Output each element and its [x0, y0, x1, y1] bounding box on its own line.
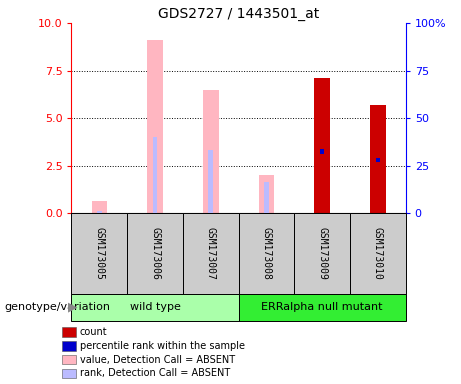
Text: value, Detection Call = ABSENT: value, Detection Call = ABSENT	[80, 354, 235, 365]
Bar	[97, 211, 101, 213]
Bar	[71, 213, 127, 294]
Text: GSM173005: GSM173005	[95, 227, 104, 280]
Bar	[259, 175, 274, 213]
Bar	[147, 40, 163, 213]
Bar	[71, 294, 239, 321]
Text: wild type: wild type	[130, 302, 180, 312]
Text: GSM173008: GSM173008	[261, 227, 272, 280]
Bar	[238, 213, 294, 294]
Bar	[203, 89, 219, 213]
Text: GSM173007: GSM173007	[206, 227, 216, 280]
Bar	[350, 213, 406, 294]
Bar	[153, 137, 157, 213]
Bar	[183, 213, 238, 294]
Text: GSM173006: GSM173006	[150, 227, 160, 280]
Text: genotype/variation: genotype/variation	[5, 302, 111, 312]
Text: percentile rank within the sample: percentile rank within the sample	[80, 341, 245, 351]
Bar	[127, 213, 183, 294]
Bar	[314, 78, 330, 213]
Bar	[370, 105, 385, 213]
Bar	[91, 201, 107, 213]
Text: GSM173010: GSM173010	[373, 227, 383, 280]
Text: count: count	[80, 327, 107, 337]
Bar	[294, 213, 350, 294]
Text: GSM173009: GSM173009	[317, 227, 327, 280]
Bar	[264, 182, 269, 213]
Bar	[376, 158, 380, 162]
Title: GDS2727 / 1443501_at: GDS2727 / 1443501_at	[158, 7, 319, 21]
Text: rank, Detection Call = ABSENT: rank, Detection Call = ABSENT	[80, 368, 230, 379]
Bar	[208, 151, 213, 213]
Bar	[238, 294, 406, 321]
Text: ERRalpha null mutant: ERRalpha null mutant	[261, 302, 383, 312]
Text: ▶: ▶	[68, 301, 78, 314]
Bar	[320, 149, 325, 154]
